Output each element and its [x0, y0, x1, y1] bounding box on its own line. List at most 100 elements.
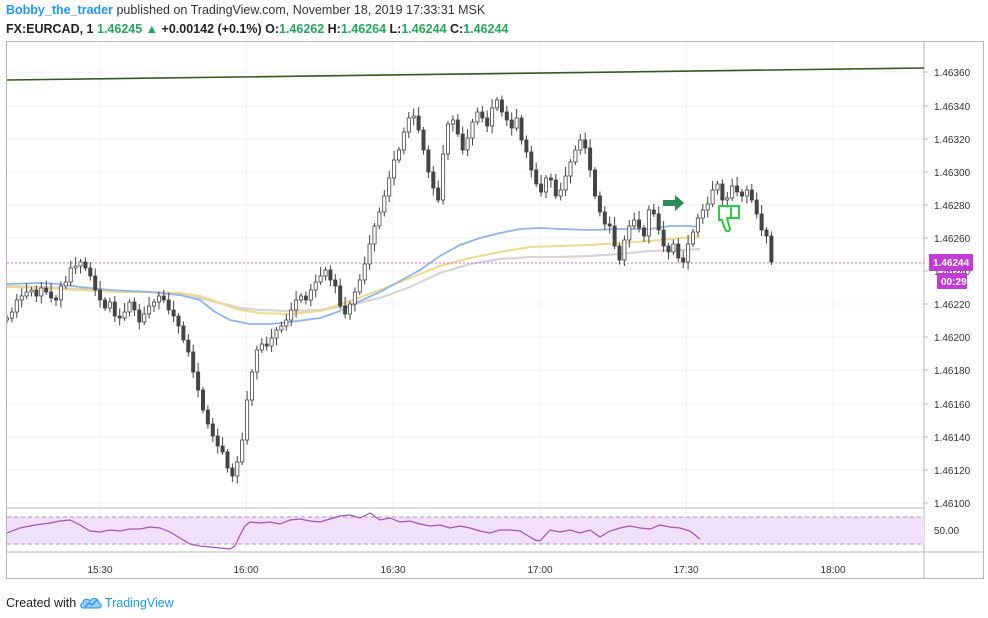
- candle-body: [720, 183, 725, 201]
- trendline[interactable]: [6, 67, 925, 81]
- candle-body: [740, 191, 745, 197]
- candle-body: [450, 119, 455, 125]
- candle-body: [671, 243, 676, 253]
- rsi-axis-label: 50.00: [934, 526, 959, 537]
- time-axis[interactable]: 15:30 16:00 16:30 17:00 17:30 18:00: [87, 565, 845, 576]
- candle-body: [686, 243, 691, 263]
- candle-body: [754, 199, 759, 215]
- candle-body: [269, 337, 274, 347]
- author-link[interactable]: Bobby_the_trader: [6, 3, 113, 17]
- candle-body: [225, 451, 230, 469]
- price-tick-label: 1.46360: [934, 68, 971, 79]
- current-price-tag: 1.46244 00:29: [929, 254, 973, 289]
- current-price-text: 1.46244: [933, 258, 970, 269]
- close-label: C:: [450, 22, 464, 36]
- candle-body: [642, 227, 647, 237]
- candle-body: [156, 295, 161, 303]
- candle-body: [583, 139, 588, 149]
- candle-body: [632, 219, 637, 227]
- candle-body: [274, 329, 279, 339]
- time-tick-label: 16:00: [233, 565, 258, 576]
- candle-body: [661, 229, 666, 247]
- candle-body: [651, 209, 656, 215]
- created-with-text: Created with: [6, 596, 77, 610]
- candle-body: [88, 267, 93, 277]
- price-tick-label: 1.46240: [934, 267, 971, 278]
- price-tick-label: 1.46220: [934, 300, 971, 311]
- candle-body: [490, 107, 495, 127]
- candle-body: [705, 203, 710, 211]
- candle-body: [759, 213, 764, 231]
- candle-body: [58, 285, 63, 301]
- countdown-text: 00:29: [941, 277, 967, 288]
- price-axis[interactable]: 1.46360 1.46340 1.46320 1.46300 1.46280 1.462…: [924, 68, 971, 510]
- price-tick-label: 1.46320: [934, 135, 971, 146]
- thumbs-down-icon[interactable]: [718, 205, 740, 233]
- candle-body: [460, 133, 465, 151]
- published-text: published on TradingView.com, November 1…: [116, 3, 486, 17]
- candle-body: [254, 349, 259, 373]
- candle-body: [303, 295, 308, 301]
- candle-body: [730, 185, 735, 199]
- candle-body: [372, 225, 377, 245]
- candle-body: [401, 131, 406, 151]
- candle-body: [171, 309, 176, 317]
- candle-body: [357, 279, 362, 293]
- footer: Created with TradingView: [6, 593, 174, 610]
- high-value: 1.46264: [340, 22, 387, 36]
- candle-body: [137, 309, 142, 323]
- low-label: L:: [389, 22, 402, 36]
- candle-body: [676, 243, 681, 259]
- candle-body: [117, 315, 122, 319]
- close-value: 1.46244: [463, 22, 509, 36]
- candle-body: [29, 289, 34, 293]
- candle-body: [475, 111, 480, 123]
- arrow-right-icon[interactable]: [663, 195, 684, 211]
- candle-body: [681, 257, 686, 263]
- candle-body: [249, 371, 254, 401]
- high-label: H:: [327, 22, 341, 36]
- candle-body: [186, 339, 191, 353]
- candle-body: [416, 115, 421, 131]
- candle-body: [695, 217, 700, 233]
- candle-body: [656, 213, 661, 231]
- candle-body: [347, 303, 352, 315]
- candle-body: [735, 185, 740, 193]
- candle-body: [39, 287, 44, 297]
- candle-body: [284, 319, 289, 327]
- price-tick-label: 1.46300: [934, 168, 971, 179]
- candle-body: [54, 297, 59, 301]
- time-tick-label: 18:00: [820, 565, 845, 576]
- time-tick-label: 16:30: [380, 565, 405, 576]
- candle-body: [455, 119, 460, 135]
- candle-body: [612, 225, 617, 247]
- candle-body: [524, 139, 529, 153]
- candle-body: [578, 139, 583, 151]
- candle-body: [691, 231, 696, 245]
- symbol-label[interactable]: FX:EURCAD, 1: [6, 22, 94, 36]
- candle-body: [196, 371, 201, 391]
- candle-body: [289, 309, 294, 321]
- tradingview-brand-link[interactable]: TradingView: [104, 596, 174, 610]
- candle-body: [259, 343, 264, 351]
- rsi-band: [7, 517, 924, 544]
- candle-body: [514, 117, 519, 129]
- candle-body: [725, 197, 730, 201]
- candle-body: [563, 175, 568, 191]
- price-tick-label: 1.46160: [934, 400, 971, 411]
- candle-body: [529, 151, 534, 171]
- candle-body: [421, 129, 426, 151]
- candle-body: [166, 299, 171, 311]
- candle-body: [504, 111, 509, 121]
- candle-body: [210, 423, 215, 437]
- price-tick-label: 1.46340: [934, 102, 971, 113]
- candle-body: [9, 311, 14, 319]
- price-tick-label: 1.46280: [934, 201, 971, 212]
- candle-body: [294, 299, 299, 311]
- candle-body: [279, 325, 284, 331]
- candle-body: [14, 299, 19, 313]
- chart-frame[interactable]: [6, 41, 984, 579]
- candle-body: [127, 301, 132, 313]
- candle-body: [485, 117, 490, 127]
